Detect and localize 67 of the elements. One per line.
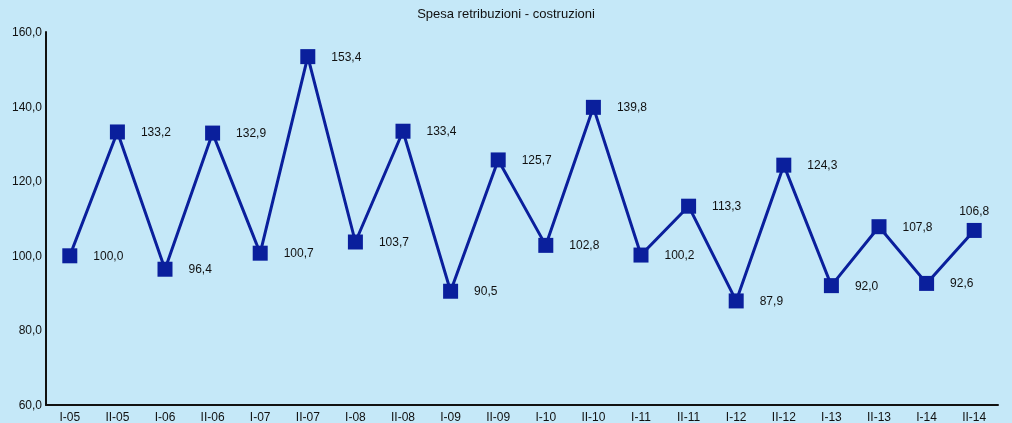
y-tick-label: 120,0 (11, 174, 43, 189)
point (157, 261, 173, 277)
y-tick-label: 80,0 (18, 323, 43, 338)
x-tick-label: II-10 (581, 410, 606, 423)
point (490, 152, 506, 168)
data-label: 96,4 (188, 262, 213, 277)
data-label: 153,4 (331, 49, 362, 64)
x-tick-label: II-08 (390, 410, 416, 423)
point (728, 293, 744, 309)
data-label: 132,9 (236, 126, 267, 141)
data-label: 133,4 (426, 124, 457, 139)
data-label: 102,8 (569, 238, 600, 253)
data-label: 92,0 (854, 278, 879, 293)
data-label: 100,2 (664, 248, 695, 263)
x-tick-label: I-06 (154, 410, 176, 423)
x-tick-label: I-09 (440, 410, 462, 423)
point (109, 124, 125, 140)
data-label: 106,8 (959, 203, 990, 218)
x-tick-label: I-12 (725, 410, 747, 423)
point (919, 275, 935, 291)
x-tick-label: I-13 (821, 410, 843, 423)
point (871, 219, 887, 235)
x-tick-label: II-14 (962, 410, 987, 423)
y-tick-label: 100,0 (11, 248, 43, 263)
x-tick-label: I-05 (59, 410, 81, 423)
x-tick-label: II-05 (105, 410, 130, 423)
point (823, 278, 839, 294)
x-tick-label: II-13 (866, 410, 892, 423)
y-tick-label: 160,0 (11, 25, 43, 39)
data-label: 124,3 (807, 158, 838, 173)
data-label: 100,0 (93, 248, 124, 263)
data-label: 103,7 (378, 235, 410, 249)
data-label: 107,8 (902, 219, 933, 234)
data-label: 133,2 (140, 124, 172, 139)
point (681, 198, 697, 214)
point (347, 234, 363, 250)
point (538, 237, 554, 253)
point (443, 283, 459, 299)
y-tick-label: 140,0 (11, 99, 43, 114)
x-tick-label: II-11 (677, 410, 701, 423)
data-label: 100,7 (283, 246, 315, 261)
y-tick-label: 60,0 (18, 398, 43, 412)
point (395, 123, 411, 139)
point (633, 247, 649, 263)
data-label: 87,9 (759, 293, 784, 308)
x-tick-label: I-14 (916, 410, 938, 423)
x-tick-label: I-10 (535, 410, 557, 423)
data-label: 113,3 (712, 199, 742, 214)
data-label: 125,7 (521, 152, 553, 167)
point (252, 245, 268, 261)
point (966, 222, 982, 238)
point (62, 248, 78, 264)
data-label: 90,5 (474, 284, 498, 299)
point (205, 125, 221, 141)
data-label: 92,6 (950, 276, 974, 291)
x-tick-label: II-06 (200, 410, 225, 423)
point (776, 157, 792, 173)
x-tick-label: I-11 (631, 410, 652, 423)
x-tick-label: II-07 (295, 410, 321, 423)
point (300, 49, 316, 65)
chart-title: Spesa retribuzioni - costruzioni (417, 6, 595, 21)
x-tick-label: II-12 (771, 410, 797, 423)
point (585, 99, 601, 115)
x-tick-label: I-07 (249, 410, 271, 423)
x-tick-label: I-08 (345, 410, 367, 423)
x-tick-label: II-09 (486, 410, 511, 423)
data-label: 139,8 (616, 100, 648, 115)
